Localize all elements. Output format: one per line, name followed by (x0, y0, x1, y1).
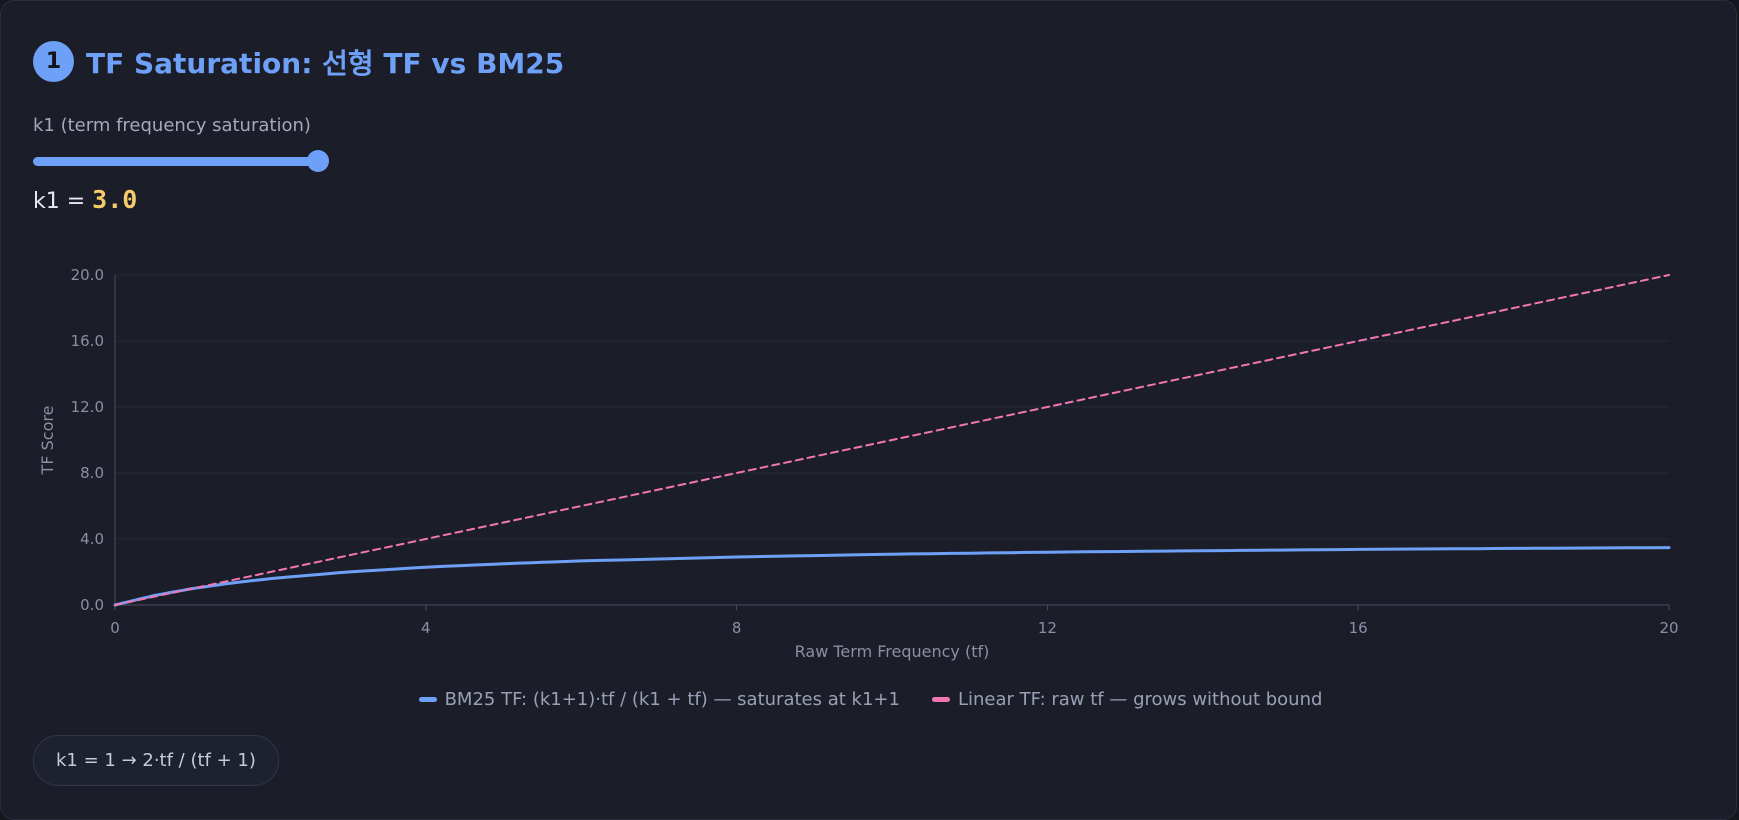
series-line-linear-tf (114, 274, 1670, 606)
section-title: TF Saturation: 선형 TF vs BM25 (86, 46, 565, 80)
k1-slider-label: k1 (term frequency saturation) (33, 115, 311, 136)
y-tick-label: 8.0 (80, 464, 104, 482)
x-tick-label: 0 (110, 619, 120, 637)
y-axis-title: TF Score (38, 406, 57, 476)
slider-fill (33, 157, 318, 166)
x-axis-title: Raw Term Frequency (tf) (795, 642, 990, 661)
k1-value-number: 3.0 (92, 185, 138, 214)
x-tick-label: 8 (732, 619, 742, 637)
y-tick-label: 12.0 (71, 398, 104, 416)
x-tick-label: 4 (421, 619, 431, 637)
section-header: 1 TF Saturation: 선형 TF vs BM25 (33, 41, 564, 82)
k1-slider[interactable] (33, 150, 329, 172)
series-line-bm25-tf (113, 546, 1671, 607)
y-tick-label: 20.0 (71, 266, 104, 284)
k1-value-readout: k1 = 3.0 (33, 185, 137, 214)
legend-item: BM25 TF: (k1+1)·tf / (k1 + tf) — saturat… (418, 689, 900, 710)
y-tick-label: 16.0 (71, 332, 104, 350)
x-tick-label: 12 (1038, 619, 1057, 637)
k1-preset-chip[interactable]: k1 = 1 → 2·tf / (tf + 1) (33, 735, 279, 786)
y-tick-label: 0.0 (80, 596, 104, 614)
step-number-badge: 1 (33, 41, 74, 82)
x-tick-label: 16 (1349, 619, 1368, 637)
legend-label: BM25 TF: (k1+1)·tf / (k1 + tf) — saturat… (444, 689, 900, 710)
legend-item: Linear TF: raw tf — grows without bound (931, 689, 1323, 710)
y-tick-label: 4.0 (80, 530, 104, 548)
legend-label: Linear TF: raw tf — grows without bound (957, 689, 1323, 710)
slider-thumb[interactable] (307, 150, 329, 172)
tf-score-chart: 0.0 4.0 8.0 12.0 16.0 20.0 0 4 8 12 16 20 Raw Term F… (38, 266, 1679, 661)
k1-value-prefix: k1 = (33, 189, 93, 214)
x-tick-label: 20 (1659, 619, 1678, 637)
legend-swatch (931, 697, 950, 702)
chart-legend: BM25 TF: (k1+1)·tf / (k1 + tf) — saturat… (1, 689, 1739, 710)
legend-swatch (418, 697, 437, 702)
